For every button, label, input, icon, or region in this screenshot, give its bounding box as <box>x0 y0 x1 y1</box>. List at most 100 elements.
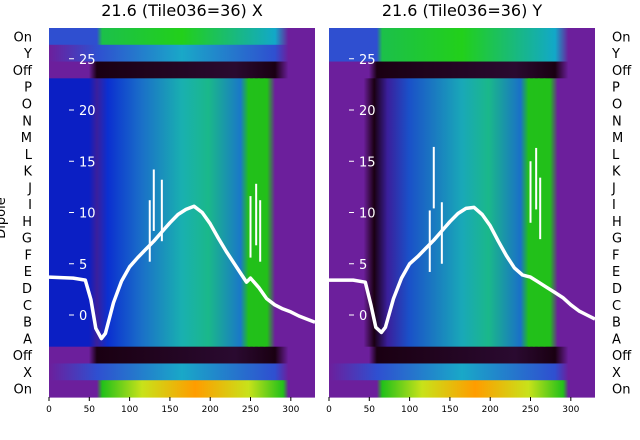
heatmap-row-7 <box>329 128 595 147</box>
row-label-right-11: I <box>612 198 616 213</box>
row-label-left-14: F <box>25 248 32 263</box>
row-label-left-10: J <box>27 181 32 196</box>
ytick-label-15: 15 <box>79 155 96 170</box>
panel-y: 21.6 (Tile036=36) Y 0 5 10 15 20 25 0 50 100 150… <box>326 1 596 415</box>
heatmap-row-18 <box>49 313 315 331</box>
heatmap-row-20 <box>49 346 315 365</box>
green-streak-1 <box>248 78 251 347</box>
row-label-left-22: On <box>14 383 32 398</box>
xtick-label-150: 150 <box>441 405 458 415</box>
green-streak-4 <box>263 78 266 347</box>
panel-y-yticks: 0 5 10 15 20 25 <box>349 53 376 324</box>
trace-line <box>329 205 596 335</box>
panel-x-trace <box>48 169 316 341</box>
green-streak-3 <box>537 78 540 347</box>
row-label-left-21: X <box>23 366 32 381</box>
heatmap-row-10 <box>329 178 595 197</box>
ytick-label-5: 5 <box>79 258 87 273</box>
row-label-left-8: L <box>25 148 33 163</box>
xtick-label-0: 0 <box>46 405 52 415</box>
row-label-right-7: M <box>612 131 623 146</box>
row-label-left-6: N <box>22 114 32 129</box>
green-streak-4 <box>543 78 546 347</box>
panel-x-yticks: 0 5 10 15 20 25 <box>69 53 96 324</box>
row-label-left-9: K <box>23 165 32 180</box>
xtick-label-0: 0 <box>326 405 332 415</box>
xtick-label-200: 200 <box>482 405 499 415</box>
panel-y-xticks: 0 50 100 150 200 250 300 <box>326 397 580 415</box>
row-label-left-18: B <box>23 316 32 331</box>
heatmap-row-18 <box>329 313 595 331</box>
row-label-right-18: B <box>612 316 621 331</box>
green-streak-2 <box>252 78 255 347</box>
ytick-label-20: 20 <box>359 104 376 119</box>
xtick-label-150: 150 <box>161 405 178 415</box>
green-streak-1 <box>528 78 531 347</box>
ytick-label-0: 0 <box>359 309 367 324</box>
ytick-label-5: 5 <box>359 258 367 273</box>
xtick-label-50: 50 <box>364 405 376 415</box>
row-label-right-19: A <box>612 332 621 347</box>
heatmap-row-4 <box>329 78 595 96</box>
heatmap-row-15 <box>49 262 315 281</box>
ytick-label-25: 25 <box>359 53 376 68</box>
ytick-label-10: 10 <box>359 207 376 222</box>
heatmap-row-14 <box>49 246 315 264</box>
heatmap-row-3 <box>49 61 315 79</box>
heatmap-row-2 <box>329 44 595 63</box>
row-label-right-9: K <box>612 165 621 180</box>
row-label-right-5: O <box>612 97 622 112</box>
heatmap-row-19 <box>329 329 595 348</box>
row-label-left-12: H <box>22 215 32 230</box>
heatmap-row-10 <box>49 178 315 197</box>
row-label-right-6: N <box>612 114 622 129</box>
row-label-left-5: O <box>22 97 32 112</box>
green-streak-2 <box>532 78 535 347</box>
row-label-left-11: I <box>28 198 32 213</box>
heatmap-row-21 <box>49 363 315 381</box>
row-label-left-4: P <box>24 81 32 96</box>
heatmap-row-21 <box>329 363 595 381</box>
row-label-left-15: E <box>24 265 32 280</box>
xtick-label-300: 300 <box>282 405 299 415</box>
dipole-axis-label: Dipole <box>0 197 9 238</box>
row-label-right-17: C <box>612 299 621 314</box>
ytick-label-25: 25 <box>79 53 96 68</box>
row-label-right-2: Y <box>611 47 620 62</box>
row-label-left-17: C <box>23 299 32 314</box>
panel-x-heatmap <box>49 28 315 398</box>
heatmap-row-7 <box>49 128 315 147</box>
xtick-label-50: 50 <box>84 405 96 415</box>
row-label-right-12: H <box>612 215 622 230</box>
heatmap-row-1 <box>49 28 315 46</box>
row-label-right-8: L <box>612 148 620 163</box>
trace-line <box>48 204 316 341</box>
panel-x: 21.6 (Tile036=36) X 0 5 10 15 20 25 0 50 100 150… <box>46 1 316 415</box>
xtick-label-250: 250 <box>242 405 259 415</box>
row-label-left-2: Y <box>23 47 32 62</box>
row-label-right-14: F <box>612 248 619 263</box>
row-label-right-15: E <box>612 265 620 280</box>
xtick-label-100: 100 <box>401 405 418 415</box>
row-label-right-16: D <box>612 282 622 297</box>
row-label-left-13: G <box>22 232 32 247</box>
row-label-right-10: J <box>611 181 616 196</box>
panel-x-xticks: 0 50 100 150 200 250 300 <box>46 397 300 415</box>
ytick-label-20: 20 <box>79 104 96 119</box>
xtick-label-250: 250 <box>522 405 539 415</box>
panel-x-title: 21.6 (Tile036=36) X <box>101 1 263 20</box>
row-label-left-3: Off <box>13 64 33 79</box>
row-label-left-16: D <box>22 282 32 297</box>
heatmap-row-14 <box>329 246 595 264</box>
heatmap-row-13 <box>329 229 595 247</box>
xtick-label-200: 200 <box>202 405 219 415</box>
heatmap-row-15 <box>329 262 595 281</box>
panel-y-trace <box>329 146 596 335</box>
heatmap-row-22 <box>329 380 595 398</box>
panel-y-title: 21.6 (Tile036=36) Y <box>382 1 543 20</box>
heatmap-row-1 <box>329 28 595 46</box>
xtick-label-300: 300 <box>562 405 579 415</box>
